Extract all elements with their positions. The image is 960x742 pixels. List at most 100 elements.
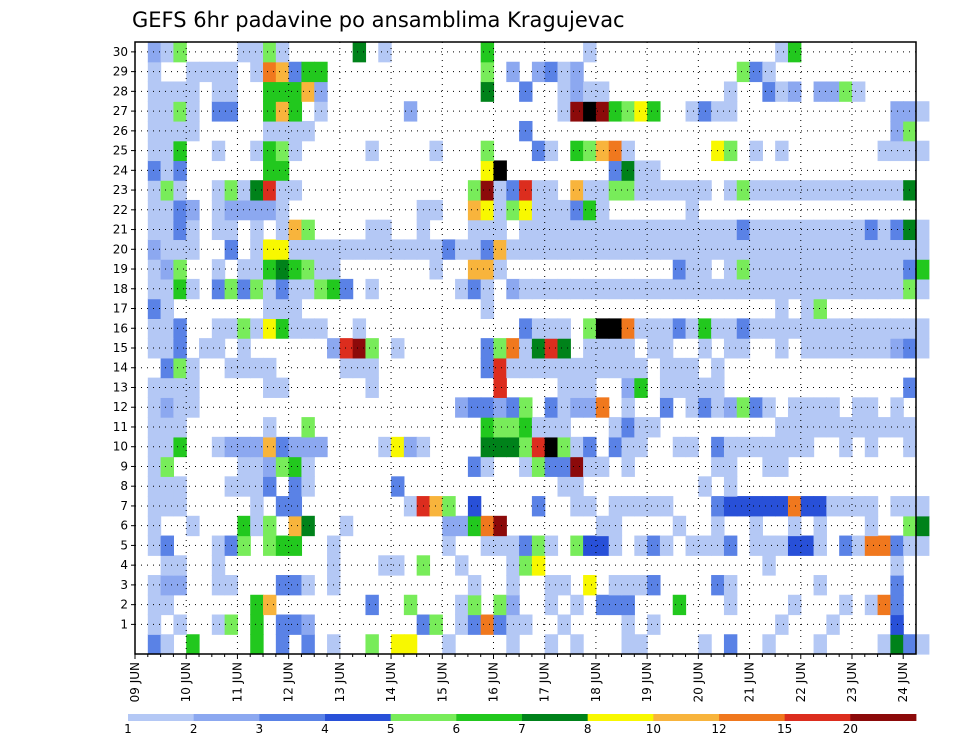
heatmap-cell	[237, 456, 251, 477]
heatmap-cell	[250, 357, 264, 379]
heatmap-cell	[250, 318, 264, 339]
heatmap-cell	[736, 61, 751, 83]
heatmap-cell	[275, 278, 290, 300]
heatmap-cell	[775, 318, 789, 339]
heatmap-cell	[263, 42, 277, 63]
heatmap-cell	[557, 575, 571, 596]
heatmap-cell	[160, 436, 175, 458]
heatmap-cell	[557, 436, 571, 458]
heatmap-cell	[160, 357, 175, 379]
heatmap-cell	[672, 357, 687, 379]
heatmap-cell	[557, 377, 571, 398]
colorbar-label: 4	[321, 722, 329, 736]
heatmap-cell	[672, 180, 687, 201]
heatmap-cell	[531, 61, 546, 83]
heatmap-cell	[570, 456, 584, 477]
heatmap-cell	[493, 594, 507, 616]
heatmap-cell	[557, 476, 571, 497]
heatmap-cell	[480, 239, 495, 260]
heatmap-cell	[634, 278, 648, 300]
colorbar-segment	[456, 714, 523, 721]
heatmap-cell	[263, 357, 277, 379]
heatmap-cell	[851, 239, 866, 260]
heatmap-cell	[275, 180, 290, 201]
heatmap-cell	[250, 594, 264, 616]
heatmap-cell	[147, 259, 162, 280]
heatmap-cell	[864, 535, 879, 556]
heatmap-cell	[250, 496, 264, 517]
heatmap-cell	[263, 535, 277, 556]
y-tick-label: 1	[120, 617, 128, 631]
heatmap-cell	[544, 338, 559, 359]
heatmap-cell	[736, 496, 751, 517]
heatmap-cell	[147, 278, 162, 300]
heatmap-cell	[250, 614, 264, 635]
heatmap-cell	[787, 496, 802, 517]
heatmap-cell	[775, 535, 789, 556]
heatmap-cell	[864, 417, 879, 438]
heatmap-cell	[621, 614, 635, 635]
heatmap-cell	[327, 634, 341, 655]
heatmap-cell	[147, 318, 162, 339]
heatmap-cell	[250, 42, 264, 63]
heatmap-cell	[813, 338, 827, 359]
colorbar-segment	[128, 714, 195, 721]
heatmap-cell	[583, 318, 597, 339]
heatmap-cell	[173, 199, 187, 221]
heatmap-cell	[570, 199, 584, 221]
heatmap-cell	[595, 397, 610, 418]
heatmap-cell	[467, 259, 482, 280]
heatmap-cell	[160, 594, 175, 616]
heatmap-cell	[147, 496, 162, 517]
heatmap-cell	[723, 496, 738, 517]
heatmap-cell	[147, 61, 162, 83]
heatmap-cell	[723, 219, 738, 241]
y-tick-label: 3	[120, 578, 128, 592]
heatmap-cell	[403, 101, 418, 122]
heatmap-cell	[288, 239, 303, 260]
heatmap-cell	[775, 278, 789, 300]
heatmap-cell	[659, 397, 674, 418]
heatmap-cell	[173, 140, 187, 162]
colorbar-segment	[653, 714, 720, 721]
heatmap-cell	[173, 377, 187, 398]
x-tick-label: 15 JUN	[435, 662, 449, 702]
heatmap-cell	[787, 318, 802, 339]
heatmap-cell	[826, 278, 840, 300]
heatmap-cell	[237, 338, 251, 359]
heatmap-cell	[275, 42, 290, 63]
heatmap-cell	[429, 614, 443, 635]
heatmap-cell	[275, 219, 290, 241]
heatmap-cell	[480, 417, 495, 438]
heatmap-cell	[186, 377, 200, 398]
heatmap-cell	[160, 140, 175, 162]
heatmap-cell	[250, 456, 264, 477]
heatmap-cell	[595, 594, 610, 616]
heatmap-cell	[493, 417, 507, 438]
colorbar-segment	[522, 714, 589, 721]
heatmap-cell	[698, 634, 712, 655]
heatmap-cell	[147, 594, 162, 616]
heatmap-cell	[826, 180, 840, 201]
heatmap-cell	[762, 535, 776, 556]
y-tick-label: 23	[113, 183, 128, 197]
heatmap-cell	[557, 101, 571, 122]
heatmap-cell	[211, 555, 226, 576]
heatmap-cell	[147, 614, 162, 635]
heatmap-cell	[903, 634, 917, 655]
heatmap-cell	[186, 515, 200, 537]
heatmap-cell	[659, 357, 674, 379]
heatmap-cell	[864, 397, 879, 418]
heatmap-cell	[723, 101, 738, 122]
heatmap-cell	[365, 239, 379, 260]
heatmap-cell	[211, 259, 226, 280]
x-tick-label: 21 JUN	[743, 662, 757, 702]
y-tick-label: 12	[113, 400, 128, 414]
heatmap-cell	[186, 199, 200, 221]
y-tick-label: 13	[113, 380, 128, 394]
colorbar-segment	[587, 714, 654, 721]
heatmap-cell	[570, 239, 584, 260]
heatmap-cell	[557, 397, 571, 418]
heatmap-cell	[659, 180, 674, 201]
heatmap-cell	[621, 318, 635, 339]
